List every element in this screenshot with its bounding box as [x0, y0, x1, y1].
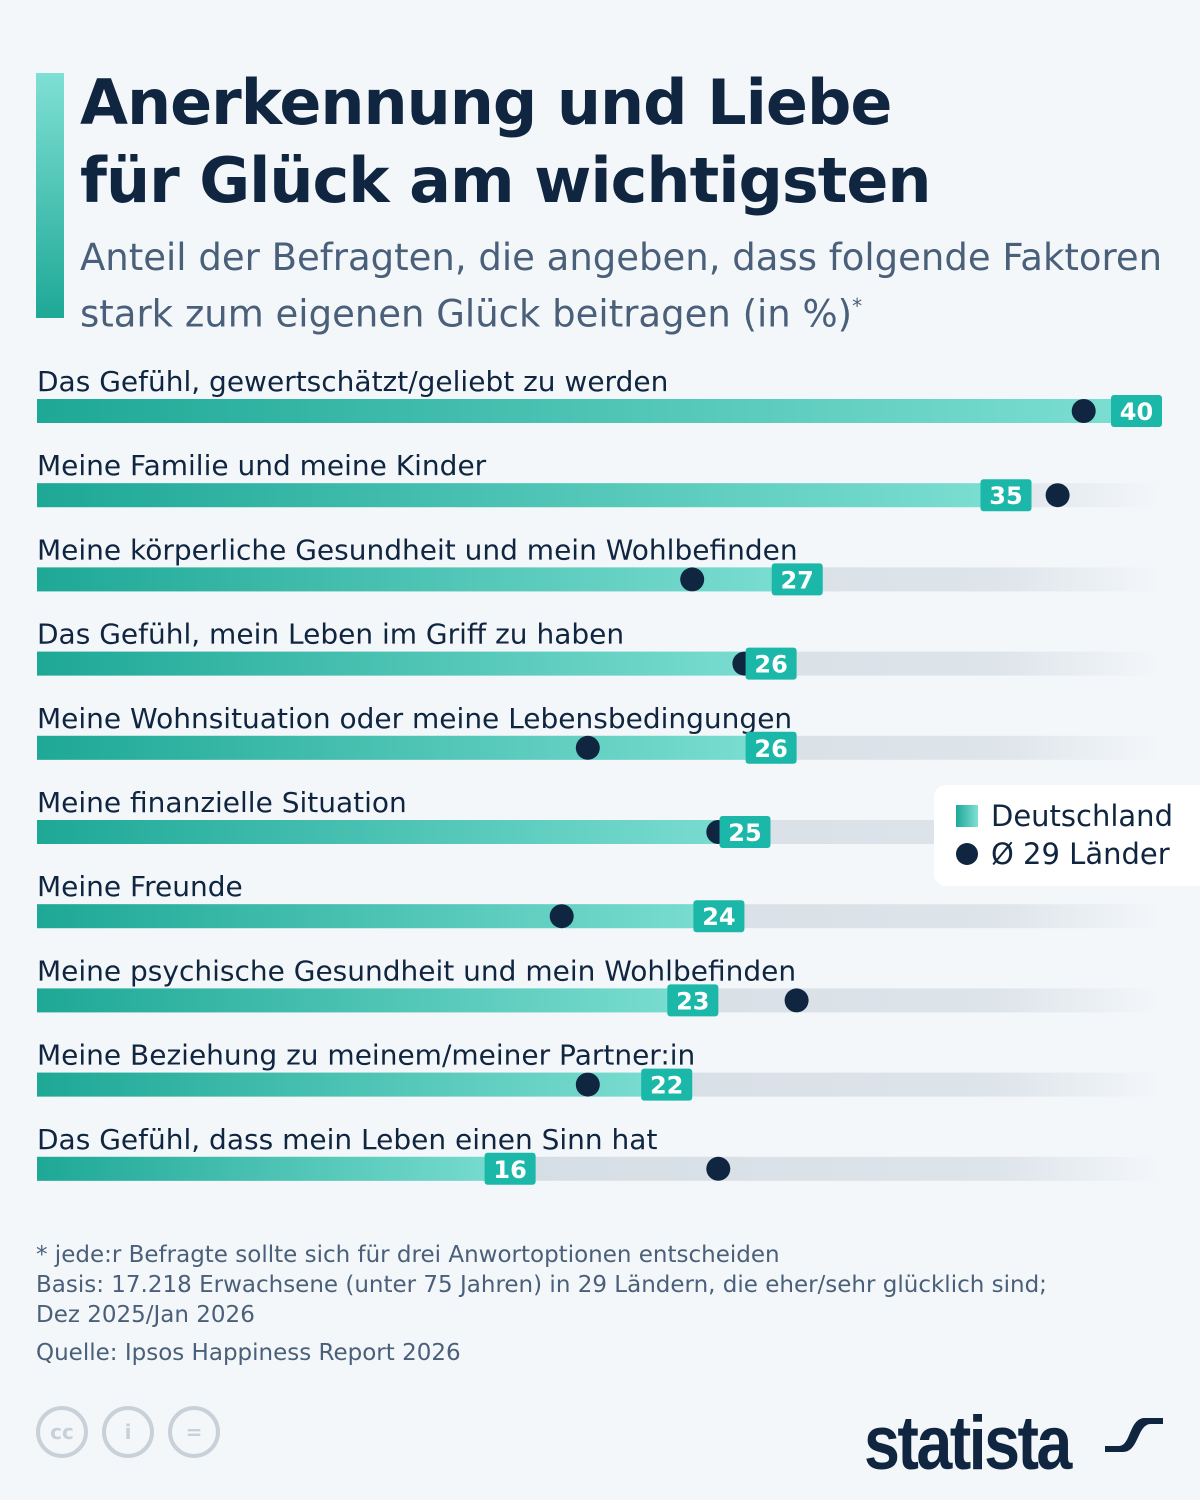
bar-deutschland	[37, 988, 719, 1013]
license-icons: cc i =	[36, 1406, 220, 1458]
category-label: Das Gefühl, mein Leben im Griff zu haben	[37, 618, 624, 651]
legend-swatch-dot	[956, 843, 978, 865]
dot-average	[706, 1156, 731, 1181]
bar-row: Meine Familie und meine Kinder 35	[37, 449, 1163, 512]
category-label: Meine Freunde	[37, 870, 243, 903]
legend-label: Ø 29 Länder	[991, 837, 1170, 871]
bar-row: Meine psychische Gesundheit und mein Woh…	[37, 954, 1163, 1017]
source: Quelle: Ipsos Happiness Report 2026	[36, 1340, 461, 1366]
value-label-box	[641, 1068, 693, 1101]
bar-row: Meine Wohnsituation oder meine Lebensbed…	[37, 702, 1163, 764]
bar-deutschland	[37, 483, 1032, 508]
category-label: Meine Beziehung zu meinem/meiner Partner…	[37, 1039, 695, 1072]
category-label: Meine Familie und meine Kinder	[37, 449, 487, 482]
footnote-2: Basis: 17.218 Erwachsene (unter 75 Jahre…	[36, 1272, 1047, 1298]
bar-deutschland	[37, 651, 797, 676]
bar-deutschland	[37, 1156, 536, 1181]
subtitle-marker: *	[852, 294, 863, 318]
footnotes: * jede:r Befragte sollte sich für drei A…	[36, 1240, 1047, 1368]
value-label-box	[667, 984, 719, 1017]
category-label: Meine finanzielle Situation	[37, 786, 407, 819]
legend-label: Deutschland	[991, 799, 1173, 833]
statista-mark-icon	[1105, 1406, 1163, 1464]
legend-item-average: Ø 29 Länder	[956, 837, 1170, 871]
category-label: Meine körperliche Gesundheit und mein Wo…	[37, 533, 798, 566]
bar-row: Das Gefühl, dass mein Leben einen Sinn h…	[37, 1123, 1163, 1185]
dot-average	[1045, 483, 1070, 508]
dot-average	[680, 567, 705, 592]
value-label: 22	[650, 1072, 683, 1100]
value-label: 26	[754, 735, 787, 763]
value-label-box	[693, 900, 745, 933]
page-title: Anerkennung und Liebe für Glück am wicht…	[80, 66, 932, 217]
chart: Das Gefühl, gewertschätzt/geliebt zu wer…	[37, 365, 1163, 1185]
legend: Deutschland Ø 29 Länder	[934, 785, 1200, 886]
subtitle-text: Anteil der Befragten, die angeben, dass …	[80, 236, 1163, 336]
value-label: 27	[780, 566, 813, 594]
bar-deutschland	[37, 567, 823, 592]
dot-average	[575, 735, 600, 760]
value-label-box	[484, 1152, 536, 1185]
bar-deutschland	[37, 735, 797, 760]
dot-average	[784, 988, 809, 1013]
statista-logo: statista	[864, 1400, 1163, 1487]
value-label: 16	[493, 1156, 526, 1184]
footnote-3: Dez 2025/Jan 2026	[36, 1302, 255, 1328]
category-label: Meine psychische Gesundheit und mein Woh…	[37, 954, 796, 987]
category-label: Das Gefühl, dass mein Leben einen Sinn h…	[37, 1123, 657, 1156]
logo-text: statista	[864, 1401, 1072, 1486]
value-label: 24	[702, 903, 735, 931]
dot-average	[575, 1072, 600, 1097]
title-accent-bar	[36, 73, 64, 318]
value-label: 25	[728, 819, 761, 847]
bar-row: Meine Beziehung zu meinem/meiner Partner…	[37, 1039, 1163, 1101]
value-label: 35	[989, 482, 1022, 510]
bar-deutschland	[37, 820, 771, 844]
category-label: Meine Wohnsituation oder meine Lebensbed…	[37, 702, 792, 735]
bar-row: Das Gefühl, gewertschätzt/geliebt zu wer…	[37, 365, 1163, 427]
value-label-box	[719, 816, 771, 848]
dot-average	[1071, 399, 1096, 423]
category-label: Das Gefühl, gewertschätzt/geliebt zu wer…	[37, 365, 668, 398]
bar-deutschland	[37, 904, 745, 929]
footnote-1: * jede:r Befragte sollte sich für drei A…	[36, 1242, 780, 1268]
value-label-box	[745, 647, 797, 680]
by-icon: i	[102, 1406, 154, 1458]
bar-row: Das Gefühl, mein Leben im Griff zu haben…	[37, 618, 1163, 680]
legend-swatch-bar	[956, 805, 978, 827]
value-label-box	[980, 479, 1032, 512]
dot-average	[549, 904, 574, 929]
value-label: 40	[1120, 398, 1153, 426]
bar-row: Meine körperliche Gesundheit und mein Wo…	[37, 533, 1163, 596]
value-label: 23	[676, 987, 709, 1015]
cc-icon: cc	[36, 1406, 88, 1458]
value-label-box	[1111, 395, 1162, 427]
value-label-box	[771, 563, 823, 596]
value-label: 26	[754, 651, 787, 679]
subtitle: Anteil der Befragten, die angeben, dass …	[80, 234, 1200, 338]
value-label-box	[745, 731, 797, 764]
nd-icon: =	[168, 1406, 220, 1458]
legend-item-deutschland: Deutschland	[956, 799, 1173, 833]
bar-row: Meine Freunde 24	[37, 870, 1163, 933]
bar-deutschland	[37, 399, 1162, 423]
